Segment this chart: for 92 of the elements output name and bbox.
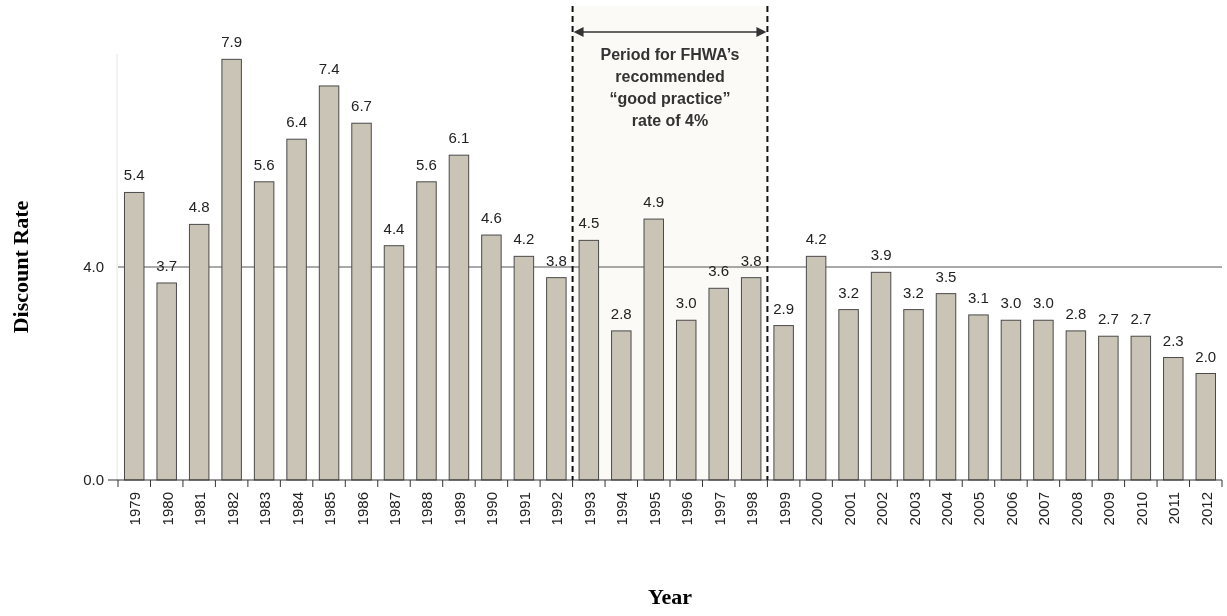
x-tick-label: 2005 [970,492,988,526]
bar [773,325,794,481]
data-label: 6.1 [448,129,470,147]
bar [1130,335,1152,481]
data-label: 3.1 [968,288,989,306]
x-tick-label: 1993 [580,492,598,526]
data-label: 4.2 [805,230,827,248]
bar [740,277,762,481]
bar [935,293,957,481]
x-tick-label: 1995 [645,492,663,526]
data-label: 2.7 [1097,310,1119,328]
bar [838,309,859,481]
x-tick-label: 2008 [1067,492,1085,526]
bar [156,282,177,481]
data-label: 3.2 [838,283,860,301]
x-tick-label: 2006 [1002,492,1020,526]
x-tick-label: 1983 [256,492,274,526]
data-label: 5.6 [253,155,275,173]
x-tick-label: 1989 [450,492,468,526]
x-tick-label: 1979 [126,492,144,526]
data-label: 4.6 [480,209,502,227]
data-label: 4.5 [578,214,600,232]
x-tick-label: 1997 [710,492,728,526]
x-tick-label: 1984 [288,492,306,526]
bar [675,319,697,481]
bar [1000,319,1022,481]
data-label: 2.8 [610,304,632,322]
x-tick-label: 1996 [678,492,696,526]
data-label: 3.7 [156,256,178,274]
x-tick-label: 2003 [905,492,923,526]
bar [708,287,729,481]
data-label: 2.9 [773,299,795,317]
x-tick-label: 1986 [353,492,371,526]
x-tick-label: 1994 [613,492,631,526]
data-label: 4.2 [513,230,535,248]
data-label: 3.0 [1032,294,1054,312]
x-tick-label: 2012 [1197,492,1215,526]
data-label: 3.0 [675,294,697,312]
x-tick-label: 1982 [223,492,241,526]
x-tick-label: 1990 [483,492,501,526]
data-label: 2.0 [1195,347,1217,365]
x-tick-label: 1985 [321,492,339,526]
band-label: Period for FHWA’s recommended “good practice” rate of 4% [600,46,740,129]
bar [870,271,892,481]
data-label: 7.4 [318,59,340,77]
data-label: 3.5 [935,267,957,285]
x-axis-title: Year [648,584,693,609]
x-tick-label: 2007 [1035,492,1053,526]
data-label: 2.3 [1162,331,1184,349]
bar [611,330,632,481]
data-label: 4.4 [383,219,405,237]
y-tick-label: 0.0 [83,471,104,488]
x-tick-label: 2000 [808,492,826,526]
data-label: 5.4 [123,166,145,184]
bar [903,309,924,481]
bar [546,277,567,481]
x-tick-label: 1999 [775,492,793,526]
x-tick-label: 1992 [548,492,566,526]
data-label: 3.8 [545,251,567,269]
x-tick-label: 1981 [191,492,209,526]
y-tick-label: 4.0 [83,258,104,275]
data-label: 4.9 [643,193,665,211]
data-label: 3.6 [708,262,730,280]
x-tick-label: 2009 [1100,492,1118,526]
x-tick-label: 2011 [1165,492,1183,525]
data-label: 7.9 [221,33,243,51]
y-axis-title: Discount Rate [8,200,33,334]
data-label: 6.7 [351,97,372,115]
data-label: 2.8 [1065,304,1087,322]
x-tick-label: 1991 [515,492,533,526]
data-label: 2.7 [1130,310,1152,328]
x-tick-label: 1998 [743,492,761,526]
bar [1033,319,1054,481]
x-tick-label: 1988 [418,492,436,526]
bar [1163,357,1184,481]
data-label: 5.6 [416,155,437,173]
bar [968,314,989,481]
bar [1098,335,1119,481]
x-tick-label: 2001 [840,492,858,526]
data-label: 3.9 [870,246,892,264]
data-label: 4.8 [188,198,210,216]
data-label: 3.0 [1000,294,1022,312]
data-label: 3.8 [740,251,762,269]
data-label: 6.4 [286,113,308,131]
x-tick-label: 1980 [158,492,176,526]
x-tick-label: 2010 [1132,492,1150,526]
x-tick-label: 2004 [938,492,955,526]
x-tick-label: 2002 [873,492,891,526]
bar [1065,330,1087,481]
data-label: 3.2 [903,283,924,301]
x-tick-label: 1987 [386,492,403,526]
bar [1195,373,1216,481]
